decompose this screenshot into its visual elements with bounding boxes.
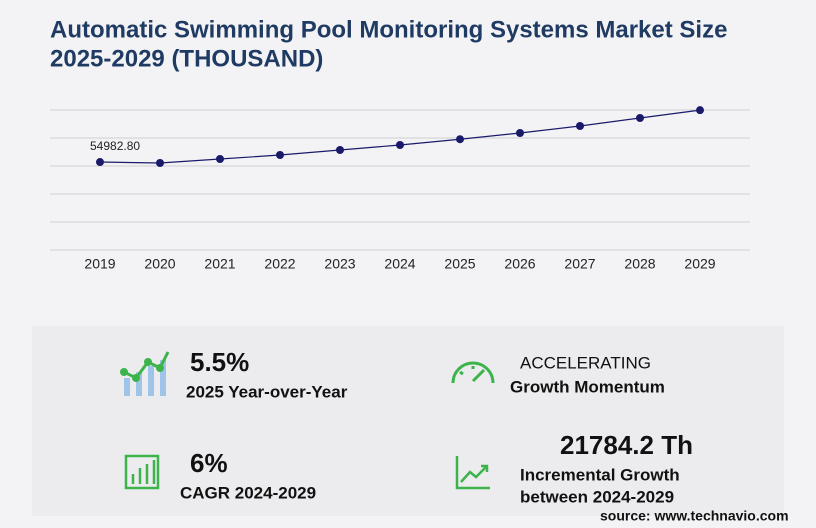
x-tick-label: 2019	[84, 256, 115, 272]
marker	[216, 155, 224, 163]
stat-value: 5.5%	[190, 347, 249, 377]
marker	[96, 158, 104, 167]
title-line: 2025-2029 (THOUSAND)	[50, 45, 323, 72]
stat-label: Incremental Growth	[520, 465, 680, 484]
marker	[156, 159, 164, 167]
stat-label: 2025 Year-over-Year	[186, 382, 348, 401]
x-tick-label: 2029	[684, 256, 715, 272]
marker	[396, 141, 404, 149]
data-label: 54982.80	[90, 139, 140, 153]
stat-label: Growth Momentum	[510, 377, 665, 396]
source: source: www.technavio.com	[600, 508, 789, 524]
marker	[636, 114, 644, 122]
stat-label: between 2024-2029	[520, 487, 674, 506]
x-tick-label: 2022	[264, 256, 295, 272]
stat-label: CAGR 2024-2029	[180, 483, 316, 502]
marker	[336, 146, 344, 154]
yoy-icon	[120, 351, 170, 396]
marker	[696, 106, 704, 115]
x-tick-label: 2020	[144, 256, 175, 272]
title-line: Automatic Swimming Pool Monitoring Syste…	[50, 16, 727, 43]
x-tick-label: 2025	[444, 256, 475, 272]
x-tick-label: 2027	[564, 256, 595, 272]
plot: 2019 2020 2021 2022 2023 2024 2025 2026 2027 2028…	[50, 106, 750, 272]
cagr-icon	[124, 454, 160, 490]
marker	[456, 135, 464, 144]
marker	[576, 122, 584, 130]
stat-value: 6%	[190, 448, 228, 478]
incremental-icon	[455, 456, 490, 490]
momentum-icon	[451, 361, 495, 384]
x-tick-label: 2028	[624, 256, 655, 272]
x-tick-label: 2026	[504, 256, 535, 272]
stat-value: ACCELERATING	[520, 353, 651, 372]
x-tick-label: 2024	[384, 256, 415, 272]
stat-value: 21784.2 Th	[560, 430, 693, 460]
marker	[276, 151, 284, 159]
x-tick-label: 2023	[324, 256, 355, 272]
line	[99, 109, 701, 164]
marker	[516, 129, 524, 137]
x-tick-label: 2021	[204, 256, 235, 272]
